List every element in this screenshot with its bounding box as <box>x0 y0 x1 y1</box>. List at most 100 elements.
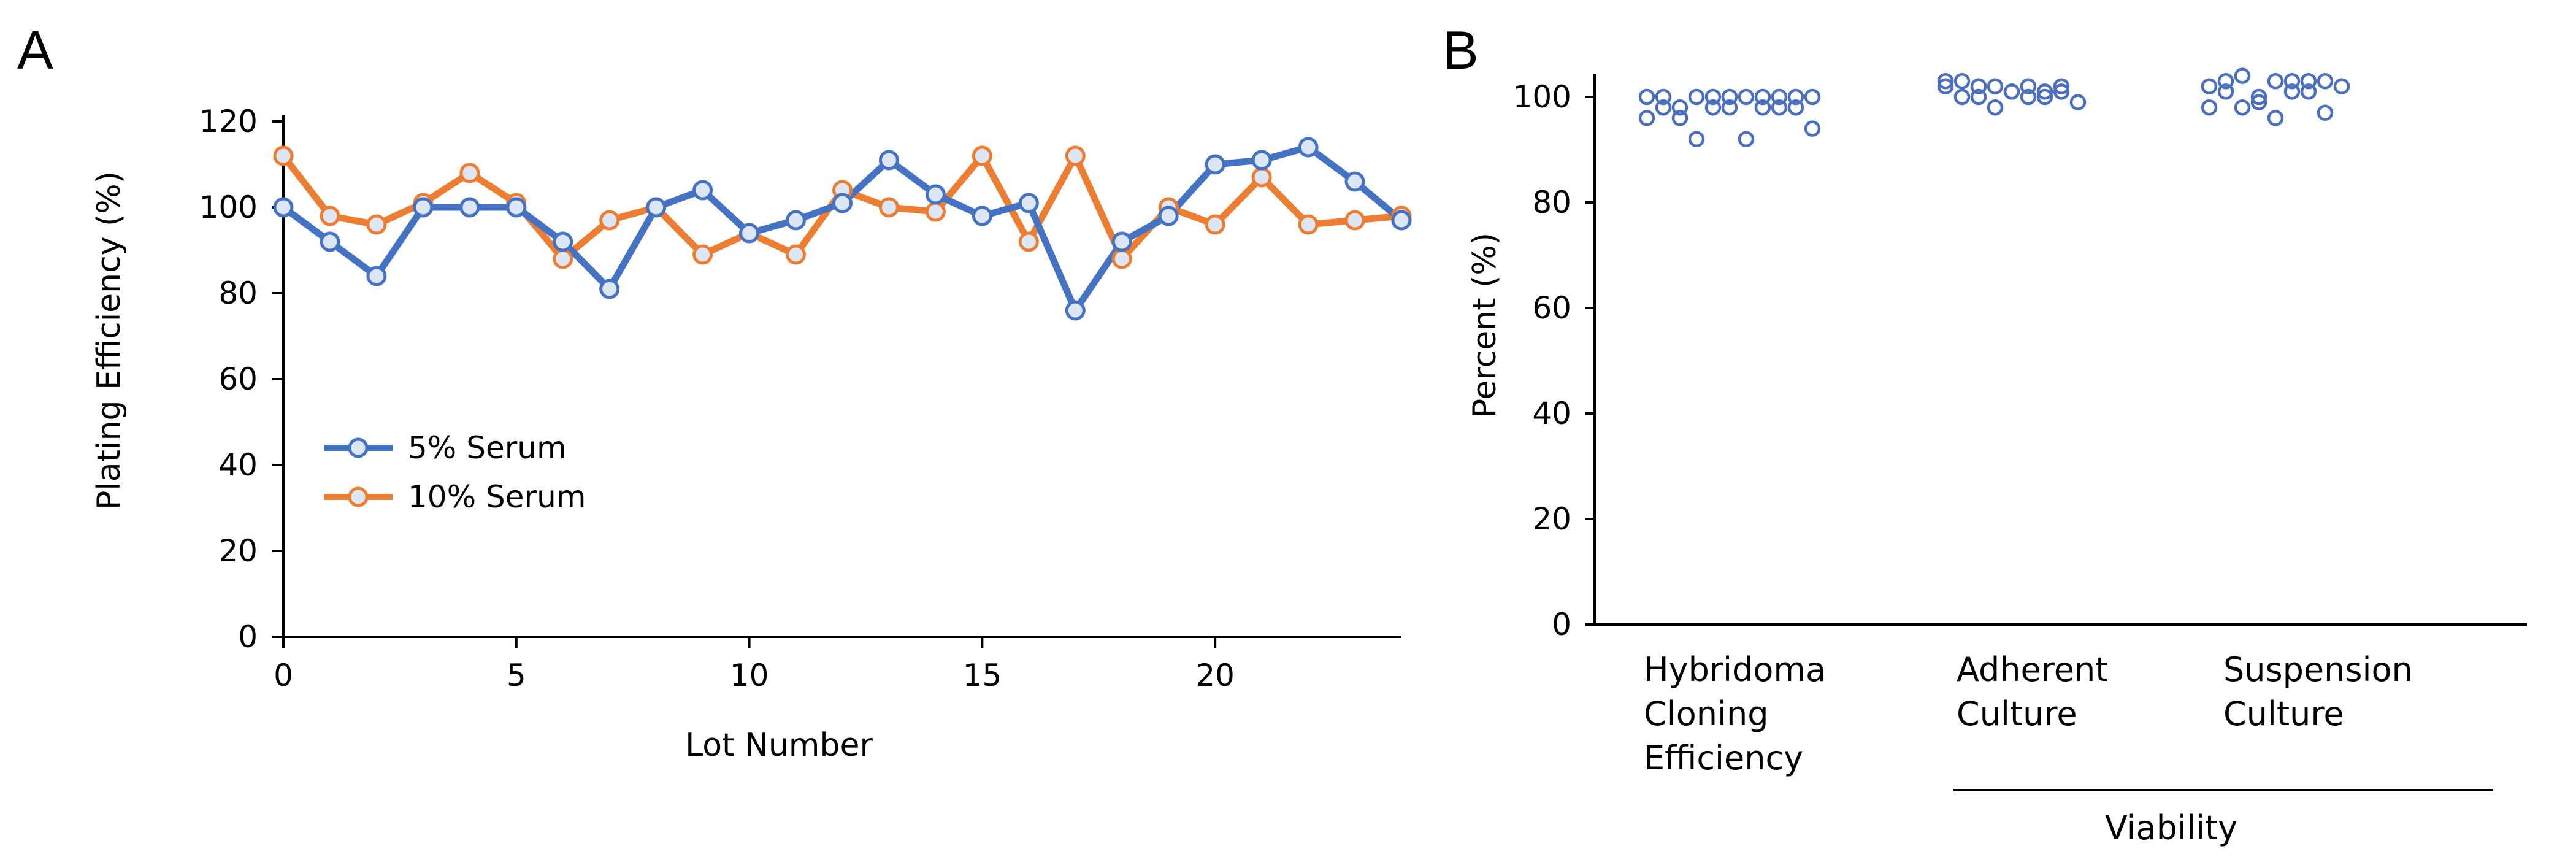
data-point-five-pct <box>1018 193 1039 213</box>
scatter-point <box>1787 88 1804 106</box>
y-axis-title: Plating Efficiency (%) <box>91 171 128 510</box>
scatter-point <box>2317 104 2334 121</box>
y-tick-label: 100 <box>199 190 258 225</box>
scatter-point <box>2283 83 2301 100</box>
data-point-ten-pct <box>320 206 340 226</box>
y-tick-label: 20 <box>218 533 258 569</box>
data-point-ten-pct <box>459 163 480 183</box>
scatter-point <box>1771 99 1788 116</box>
scatter-point <box>2300 83 2317 100</box>
data-point-ten-pct <box>925 201 946 222</box>
scatter-point <box>1937 78 1954 95</box>
data-point-five-pct <box>1391 210 1412 231</box>
scatter-chart-percent: 0 20 40 60 80 100 Hybridoma Cloning Efficiency A… <box>1466 67 2527 847</box>
scatter-point <box>1771 88 1788 106</box>
scatter-point <box>1704 88 1722 106</box>
category-label: Culture <box>1957 694 2077 733</box>
data-point-five-pct <box>878 150 899 171</box>
y-tick-label-b: 0 <box>1552 607 1571 642</box>
scatter-point <box>1804 88 1821 106</box>
data-point-five-pct <box>366 266 387 286</box>
chart-b-category-labels: Hybridoma Cloning Efficiency Adherent Cultur… <box>1644 650 2413 777</box>
scatter-point <box>2003 83 2020 100</box>
data-point-ten-pct <box>786 244 807 265</box>
scatter-point <box>1987 99 2004 116</box>
category-label: Hybridoma <box>1644 650 1826 689</box>
scatter-point <box>2201 78 2218 95</box>
data-point-five-pct <box>1251 150 1272 171</box>
data-point-five-pct <box>646 197 667 218</box>
scatter-point <box>2036 83 2053 100</box>
data-point-ten-pct <box>366 214 387 235</box>
scatter-point <box>1655 99 1672 116</box>
scatter-point <box>1655 88 1672 106</box>
y-tick-label-b: 80 <box>1532 185 1571 220</box>
y-tick-label: 120 <box>199 104 258 139</box>
scatter-point <box>2217 83 2234 100</box>
data-point-ten-pct <box>1298 214 1319 235</box>
scatter-point <box>1754 88 1771 106</box>
series-line-five-pct <box>281 144 1404 314</box>
data-point-five-pct <box>925 184 946 205</box>
scatter-point <box>2053 83 2070 100</box>
scatter-point <box>2020 78 2037 95</box>
scatter-point <box>1970 78 1987 95</box>
data-point-five-pct <box>1344 171 1365 192</box>
scatter-point <box>1704 99 1722 116</box>
legend-swatch-marker <box>348 486 369 507</box>
x-tick-label: 15 <box>963 658 1002 693</box>
x-axis-title: Lot Number <box>685 727 873 764</box>
scatter-point <box>2053 78 2070 95</box>
scatter-point <box>2234 67 2251 84</box>
legend-label: 10% Serum <box>408 479 586 515</box>
scatter-point <box>1738 131 1755 148</box>
scatter-point <box>2069 94 2087 110</box>
data-point-ten-pct <box>1251 167 1272 188</box>
data-point-ten-pct <box>1344 210 1365 231</box>
y-axis-title-b: Percent (%) <box>1466 233 1503 418</box>
chart-a-axes: 0 20 40 60 80 100 120 0 5 10 15 20 <box>199 104 1401 693</box>
scatter-point <box>1721 99 1738 116</box>
chart-b-axes: 0 20 40 60 80 100 <box>1513 74 2527 642</box>
panel-a-label: A <box>17 20 53 80</box>
category-label: Efficiency <box>1644 739 1803 777</box>
chart-a-series <box>273 137 1412 321</box>
panel-b-label: B <box>1443 20 1479 80</box>
data-point-ten-pct <box>273 145 294 166</box>
y-tick-label: 80 <box>218 275 258 311</box>
data-point-five-pct <box>1158 206 1179 226</box>
data-point-ten-pct <box>692 244 713 265</box>
data-point-ten-pct <box>878 197 899 218</box>
data-point-ten-pct <box>1205 214 1225 235</box>
y-tick-label: 40 <box>218 447 258 483</box>
data-point-five-pct <box>459 197 480 218</box>
scatter-point <box>2300 72 2317 90</box>
category-label: Culture <box>2223 694 2344 733</box>
data-point-five-pct <box>786 210 807 231</box>
data-point-ten-pct <box>1065 145 1086 166</box>
scatter-point <box>1953 72 1971 90</box>
scatter-point <box>2250 94 2267 110</box>
y-tick-label-b: 100 <box>1513 79 1571 115</box>
scatter-point <box>1638 110 1655 126</box>
x-tick-label: 0 <box>274 658 293 693</box>
category-label: Adherent <box>1957 650 2108 689</box>
scatter-point <box>1804 120 1821 137</box>
scatter-point <box>1738 88 1755 106</box>
scatter-point <box>2217 72 2234 90</box>
y-tick-label: 60 <box>218 361 258 397</box>
scatter-point <box>2250 88 2267 106</box>
scatter-point <box>2267 110 2284 126</box>
data-point-five-pct <box>1065 300 1086 321</box>
data-point-five-pct <box>506 197 527 218</box>
scatter-point <box>1754 99 1771 116</box>
data-point-five-pct <box>273 197 294 218</box>
data-point-ten-pct <box>972 145 992 166</box>
y-tick-label-b: 20 <box>1532 501 1571 537</box>
scatter-point <box>2317 72 2334 90</box>
scatter-point <box>1671 99 1689 116</box>
data-point-five-pct <box>1111 231 1132 252</box>
scatter-point <box>2036 88 2053 106</box>
scatter-point <box>1787 99 1804 116</box>
